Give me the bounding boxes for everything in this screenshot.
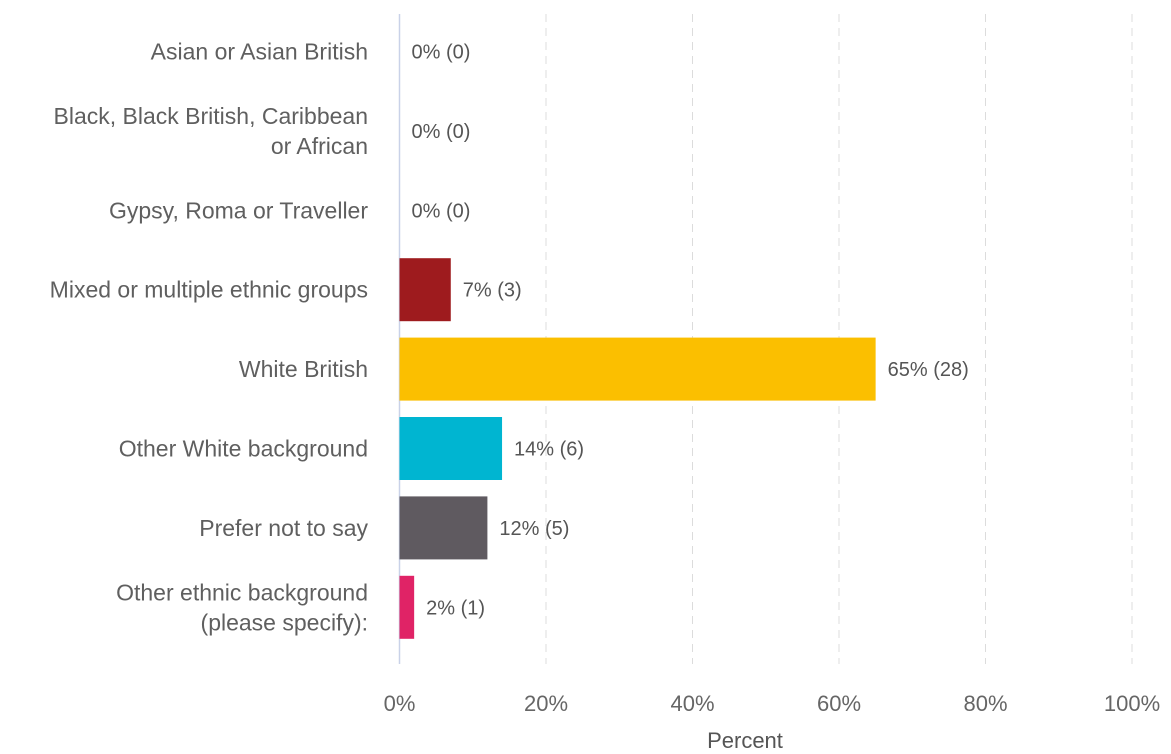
bars: [399, 258, 876, 639]
category-label: Black, Black British, Caribbean or Africa…: [54, 103, 368, 159]
category-label: Mixed or multiple ethnic groups: [50, 277, 368, 303]
x-tick-label: 60%: [817, 691, 861, 716]
category-label: Other White background: [119, 436, 368, 462]
x-tick-label: 40%: [670, 691, 714, 716]
data-label: 0% (0): [412, 42, 471, 64]
x-axis-title: Percent: [707, 728, 783, 753]
x-tick-labels: 0% 20% 40% 60% 80% 100%: [384, 691, 1161, 716]
data-label: 0% (0): [412, 121, 471, 143]
category-label: Gypsy, Roma or Traveller: [109, 197, 368, 223]
x-tick-label: 0%: [384, 691, 416, 716]
category-label: Prefer not to say: [199, 515, 368, 541]
data-label: 12% (5): [499, 518, 569, 540]
data-label: 65% (28): [888, 359, 969, 381]
bar: [399, 496, 488, 560]
category-labels: Asian or Asian British Black, Black Briti…: [50, 39, 369, 636]
x-tick-label: 80%: [963, 691, 1007, 716]
data-label: 2% (1): [426, 597, 485, 619]
category-label: Asian or Asian British: [151, 39, 368, 65]
bar: [399, 417, 503, 480]
data-label: 7% (3): [463, 280, 522, 302]
category-label: White British: [239, 356, 368, 382]
bar: [399, 575, 415, 639]
data-label: 14% (6): [514, 439, 584, 461]
data-label: 0% (0): [412, 200, 471, 222]
bar: [399, 258, 451, 322]
bar: [399, 337, 876, 401]
data-labels: 0% (0) 0% (0) 0% (0) 7% (3) 65% (28) 14% (6) 1…: [412, 42, 969, 620]
x-tick-label: 100%: [1104, 691, 1160, 716]
x-tick-label: 20%: [524, 691, 568, 716]
category-label: Other ethnic background (please specify):: [116, 579, 368, 635]
